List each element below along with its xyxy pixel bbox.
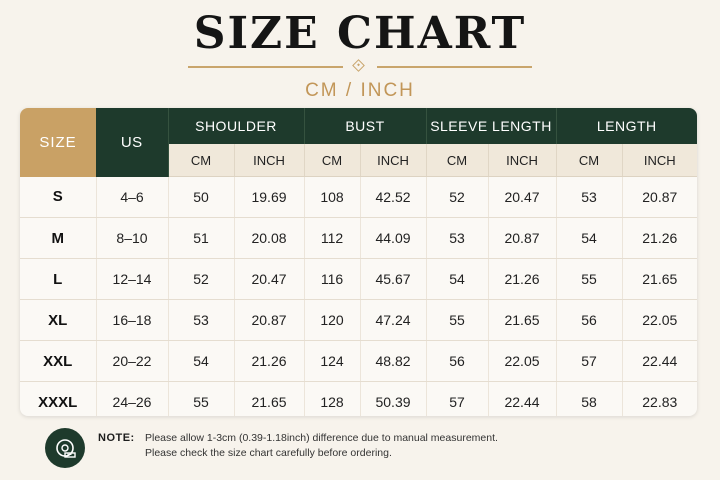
shoulder-inch-cell: 21.65: [234, 381, 305, 416]
us-size-cell: 8–10: [96, 217, 169, 259]
bust-cm-cell: 108: [304, 176, 361, 218]
table-row: M 8–10 51 20.08 112 44.09 53 20.87 54 21.26: [20, 217, 697, 259]
sleeve-cm-cell: 53: [426, 217, 489, 259]
cm-subheader: CM: [168, 144, 235, 177]
page-title: SIZE CHART: [193, 8, 527, 59]
shoulder-inch-cell: 21.26: [234, 340, 305, 382]
length-cm-cell: 58: [556, 381, 623, 416]
us-size-cell: 12–14: [96, 258, 169, 300]
size-cell: XXXL: [20, 381, 97, 416]
length-inch-cell: 21.65: [622, 258, 697, 300]
length-inch-cell: 20.87: [622, 176, 697, 218]
sleeve-inch-cell: 22.44: [488, 381, 557, 416]
sleeve-inch-cell: 21.65: [488, 299, 557, 341]
cm-subheader: CM: [304, 144, 361, 177]
inch-subheader: INCH: [360, 144, 427, 177]
shoulder-cm-cell: 52: [168, 258, 235, 300]
inch-subheader: INCH: [234, 144, 305, 177]
table-row: S 4–6 50 19.69 108 42.52 52 20.47 53 20.87: [20, 176, 697, 218]
cm-subheader: CM: [426, 144, 489, 177]
sleeve-cm-cell: 56: [426, 340, 489, 382]
bust-inch-cell: 42.52: [360, 176, 427, 218]
length-inch-cell: 22.05: [622, 299, 697, 341]
bust-inch-cell: 50.39: [360, 381, 427, 416]
inch-subheader: INCH: [622, 144, 697, 177]
cm-subheader: CM: [556, 144, 623, 177]
bust-inch-cell: 48.82: [360, 340, 427, 382]
unit-subtitle: CM / INCH: [305, 80, 415, 101]
shoulder-inch-cell: 20.47: [234, 258, 305, 300]
sleeve-inch-cell: 20.47: [488, 176, 557, 218]
table-row: XXL 20–22 54 21.26 124 48.82 56 22.05 57 22.44: [20, 340, 697, 382]
sleeve-cm-cell: 52: [426, 176, 489, 218]
bust-cm-cell: 112: [304, 217, 361, 259]
size-cell: L: [20, 258, 97, 300]
bust-cm-cell: 128: [304, 381, 361, 416]
sleeve-cm-cell: 54: [426, 258, 489, 300]
size-cell: XL: [20, 299, 97, 341]
us-size-cell: 16–18: [96, 299, 169, 341]
size-cell: S: [20, 176, 97, 218]
length-cm-cell: 56: [556, 299, 623, 341]
bust-cm-cell: 124: [304, 340, 361, 382]
bust-inch-cell: 47.24: [360, 299, 427, 341]
shoulder-inch-cell: 20.87: [234, 299, 305, 341]
table-row: L 12–14 52 20.47 116 45.67 54 21.26 55 21.65: [20, 258, 697, 300]
sleeve-inch-cell: 20.87: [488, 217, 557, 259]
title-divider: [188, 59, 532, 74]
sleeve-inch-cell: 21.26: [488, 258, 557, 300]
shoulder-inch-cell: 19.69: [234, 176, 305, 218]
size-cell: XXL: [20, 340, 97, 382]
shoulder-cm-cell: 55: [168, 381, 235, 416]
size-cell: M: [20, 217, 97, 259]
us-header: US: [96, 108, 169, 177]
length-cm-cell: 53: [556, 176, 623, 218]
shoulder-cm-cell: 53: [168, 299, 235, 341]
sleeve-inch-cell: 22.05: [488, 340, 557, 382]
note-text-line-2: Please check the size chart carefully be…: [145, 447, 392, 459]
table-row: XXXL 24–26 55 21.65 128 50.39 57 22.44 58 22.83: [20, 381, 697, 416]
measuring-tape-icon: [45, 428, 85, 468]
diamond-ornament-icon: [352, 59, 365, 72]
shoulder-cm-cell: 50: [168, 176, 235, 218]
length-cm-cell: 55: [556, 258, 623, 300]
length-header: LENGTH: [556, 108, 697, 144]
shoulder-cm-cell: 51: [168, 217, 235, 259]
note-label: NOTE:: [98, 432, 135, 444]
length-inch-cell: 22.44: [622, 340, 697, 382]
bust-header: BUST: [304, 108, 427, 144]
bust-cm-cell: 116: [304, 258, 361, 300]
shoulder-header: SHOULDER: [168, 108, 305, 144]
us-size-cell: 24–26: [96, 381, 169, 416]
bust-cm-cell: 120: [304, 299, 361, 341]
length-inch-cell: 21.26: [622, 217, 697, 259]
size-header: SIZE: [20, 108, 96, 177]
sleeve-cm-cell: 55: [426, 299, 489, 341]
shoulder-cm-cell: 54: [168, 340, 235, 382]
sleeve-cm-cell: 57: [426, 381, 489, 416]
shoulder-inch-cell: 20.08: [234, 217, 305, 259]
length-cm-cell: 57: [556, 340, 623, 382]
bust-inch-cell: 44.09: [360, 217, 427, 259]
length-cm-cell: 54: [556, 217, 623, 259]
size-chart-table: SIZE US SHOULDER BUST SLEEVE LENGTH LENG…: [20, 108, 697, 416]
length-inch-cell: 22.83: [642, 394, 678, 410]
inch-subheader: INCH: [488, 144, 557, 177]
us-size-cell: 20–22: [96, 340, 169, 382]
bust-inch-cell: 45.67: [360, 258, 427, 300]
us-size-cell: 4–6: [96, 176, 169, 218]
sleeve-length-header: SLEEVE LENGTH: [426, 108, 557, 144]
table-row: XL 16–18 53 20.87 120 47.24 55 21.65 56 22.05: [20, 299, 697, 341]
note-text-line-1: Please allow 1-3cm (0.39-1.18inch) diffe…: [145, 432, 498, 444]
